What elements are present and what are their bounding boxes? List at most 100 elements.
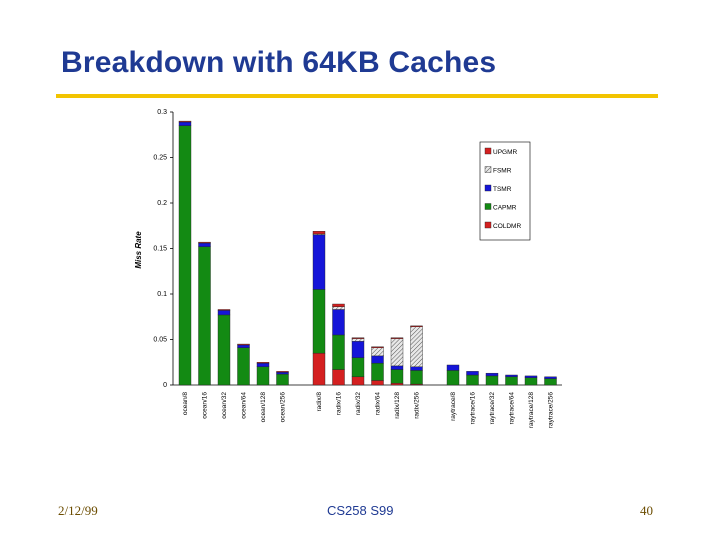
y-tick-label: 0.1 bbox=[157, 291, 167, 298]
bar-segment-coldmr bbox=[371, 380, 384, 386]
bar-segment-upgmr bbox=[351, 337, 365, 339]
bar-segment-coldmr bbox=[351, 376, 365, 386]
y-tick-label: 0.05 bbox=[153, 337, 167, 344]
bar-segment-capmr bbox=[524, 377, 538, 386]
x-tick-label: ocean/16 bbox=[202, 392, 209, 419]
bar-segment-fsmr bbox=[351, 338, 365, 342]
x-tick-label: raytrace/128 bbox=[528, 392, 535, 429]
bar-segment-capmr bbox=[485, 375, 499, 386]
legend-swatch-capmr bbox=[484, 203, 492, 210]
legend-swatch-tsmr bbox=[484, 184, 492, 192]
x-tick-label: raytrace/32 bbox=[489, 392, 496, 425]
bar-segment-tsmr bbox=[276, 372, 289, 375]
legend-swatch-coldmr bbox=[484, 221, 492, 229]
footer-course: CS258 S99 bbox=[327, 503, 394, 518]
x-tick-label: radix/16 bbox=[336, 392, 343, 416]
bar-segment-upgmr bbox=[276, 371, 289, 373]
bar-segment-tsmr bbox=[390, 365, 404, 370]
bar-segment-upgmr bbox=[390, 337, 404, 339]
bar-segment-tsmr bbox=[237, 344, 250, 348]
y-tick-label: 0.3 bbox=[157, 109, 167, 116]
bar-segment-tsmr bbox=[371, 355, 384, 364]
footer-page-number: 40 bbox=[640, 503, 653, 518]
bar-segment-capmr bbox=[410, 370, 423, 385]
legend-label-coldmr: COLDMR bbox=[493, 223, 521, 230]
legend-label-upgmr: UPGMR bbox=[493, 149, 518, 156]
bar-segment-fsmr bbox=[332, 306, 345, 310]
x-tick-label: raytrace/64 bbox=[509, 392, 516, 425]
bar-segment-tsmr bbox=[410, 366, 423, 371]
x-tick-label: radix/128 bbox=[394, 392, 401, 419]
x-tick-label: raytrace/256 bbox=[548, 392, 555, 429]
bar-segment-tsmr bbox=[485, 372, 499, 377]
bar-segment-capmr bbox=[217, 314, 231, 386]
slide-title: Breakdown with 64KB Caches bbox=[61, 46, 497, 79]
bar-segment-capmr bbox=[256, 366, 270, 386]
bar-segment-capmr bbox=[544, 378, 557, 386]
y-tick-label: 0.2 bbox=[157, 200, 167, 207]
bar-segment-capmr bbox=[505, 376, 518, 386]
bar-segment-tsmr bbox=[466, 371, 479, 376]
bar-segment-coldmr bbox=[332, 369, 345, 386]
x-tick-label: raytrace/8 bbox=[450, 392, 457, 421]
bar-segment-fsmr bbox=[410, 326, 423, 368]
bar-segment-capmr bbox=[237, 347, 250, 386]
bar-segment-capmr bbox=[390, 369, 404, 384]
bar-segment-capmr bbox=[351, 357, 365, 378]
legend-label-capmr: CAPMR bbox=[493, 205, 517, 212]
bar-segment-tsmr bbox=[312, 234, 326, 290]
bar-segment-capmr bbox=[446, 370, 460, 386]
bar-segment-capmr bbox=[198, 246, 211, 386]
y-tick-label: 0 bbox=[163, 382, 167, 389]
footer-date: 2/12/99 bbox=[58, 503, 98, 518]
x-tick-label: ocean/128 bbox=[260, 392, 267, 423]
x-tick-label: ocean/256 bbox=[280, 392, 287, 423]
x-tick-label: radix/64 bbox=[375, 392, 382, 416]
bar-segment-fsmr bbox=[390, 338, 404, 367]
bar-segment-tsmr bbox=[505, 374, 518, 378]
x-tick-label: ocean/64 bbox=[241, 392, 248, 419]
legend-swatch-upgmr bbox=[484, 147, 492, 155]
title-rule bbox=[56, 94, 658, 98]
bar-segment-tsmr bbox=[446, 364, 460, 371]
x-tick-label: radix/256 bbox=[414, 392, 421, 419]
x-tick-label: ocean/8 bbox=[182, 392, 189, 416]
bar-segment-tsmr bbox=[217, 310, 231, 316]
x-tick-label: radix/32 bbox=[355, 392, 362, 416]
legend-label-tsmr: TSMR bbox=[493, 186, 512, 193]
bar-segment-tsmr bbox=[351, 341, 365, 358]
bar-segment-tsmr bbox=[178, 121, 192, 126]
bar-segment-capmr bbox=[371, 362, 384, 381]
y-axis-label: Miss Rate bbox=[134, 231, 143, 269]
bar-segment-capmr bbox=[276, 373, 289, 386]
bar-segment-coldmr bbox=[390, 382, 404, 386]
bar-segment-tsmr bbox=[524, 375, 538, 378]
bar-segment-capmr bbox=[332, 334, 345, 370]
bar-segment-fsmr bbox=[371, 347, 384, 357]
bar-segment-upgmr bbox=[256, 362, 270, 364]
bar-segment-upgmr bbox=[198, 241, 211, 244]
bar-segment-upgmr bbox=[371, 346, 384, 348]
y-tick-label: 0.25 bbox=[153, 155, 167, 162]
bar-segment-upgmr bbox=[178, 120, 192, 123]
bar-segment-upgmr bbox=[312, 231, 326, 235]
bar-segment-upgmr bbox=[237, 343, 250, 346]
bar-segment-upgmr bbox=[217, 309, 231, 311]
bar-segment-capmr bbox=[466, 374, 479, 386]
bar-segment-tsmr bbox=[256, 362, 270, 368]
x-tick-label: ocean/32 bbox=[221, 392, 228, 419]
bar-segment-upgmr bbox=[410, 325, 423, 327]
bar-segment-tsmr bbox=[198, 242, 211, 247]
bar-segment-capmr bbox=[178, 125, 192, 386]
legend-label-fsmr: FSMR bbox=[493, 168, 512, 175]
bar-segment-upgmr bbox=[332, 303, 345, 307]
bar-segment-coldmr bbox=[312, 352, 326, 386]
bar-segment-tsmr bbox=[544, 376, 557, 379]
bar-segment-capmr bbox=[312, 289, 326, 354]
bar-segment-tsmr bbox=[332, 309, 345, 336]
x-tick-label: radix/8 bbox=[316, 392, 323, 412]
legend-swatch-fsmr bbox=[484, 166, 492, 173]
y-tick-label: 0.15 bbox=[153, 246, 167, 253]
x-tick-label: raytrace/16 bbox=[470, 392, 477, 425]
